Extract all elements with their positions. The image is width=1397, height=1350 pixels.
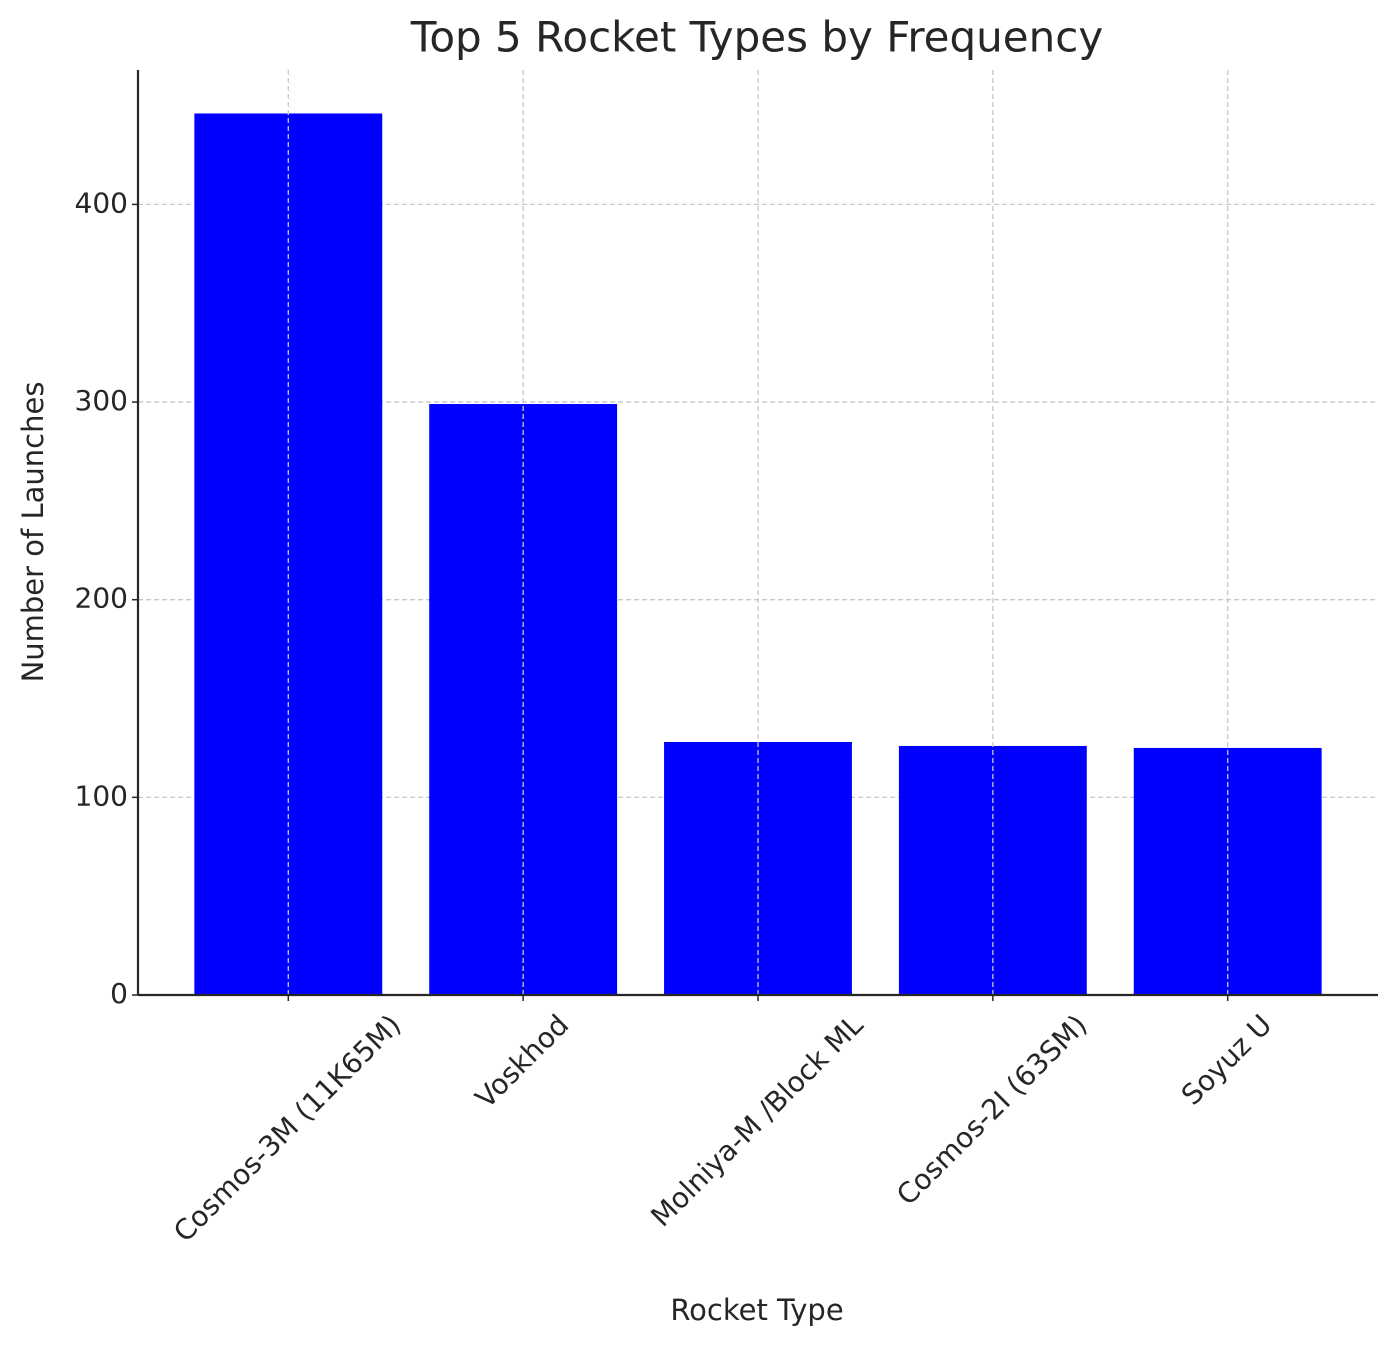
y-tick-label: 100: [75, 779, 128, 812]
bar: [664, 742, 852, 995]
x-tick-label: Voskhod: [469, 1008, 575, 1114]
y-axis-label: Number of Launches: [16, 382, 50, 683]
y-tick-label: 0: [110, 977, 128, 1010]
chart-title: Top 5 Rocket Types by Frequency: [410, 13, 1103, 62]
y-tick-label: 200: [75, 582, 128, 615]
x-axis-label: Rocket Type: [670, 1293, 843, 1327]
x-tick-label: Molniya-M /Block ML: [644, 1008, 869, 1233]
x-tick-label: Cosmos-3M (11K65M): [167, 1008, 407, 1248]
y-tick-label: 300: [75, 384, 128, 417]
y-tick-label: 400: [75, 186, 128, 219]
x-tick-label: Soyuz U: [1175, 1008, 1278, 1111]
x-tick-label: Cosmos-2I (63SM): [890, 1008, 1093, 1211]
